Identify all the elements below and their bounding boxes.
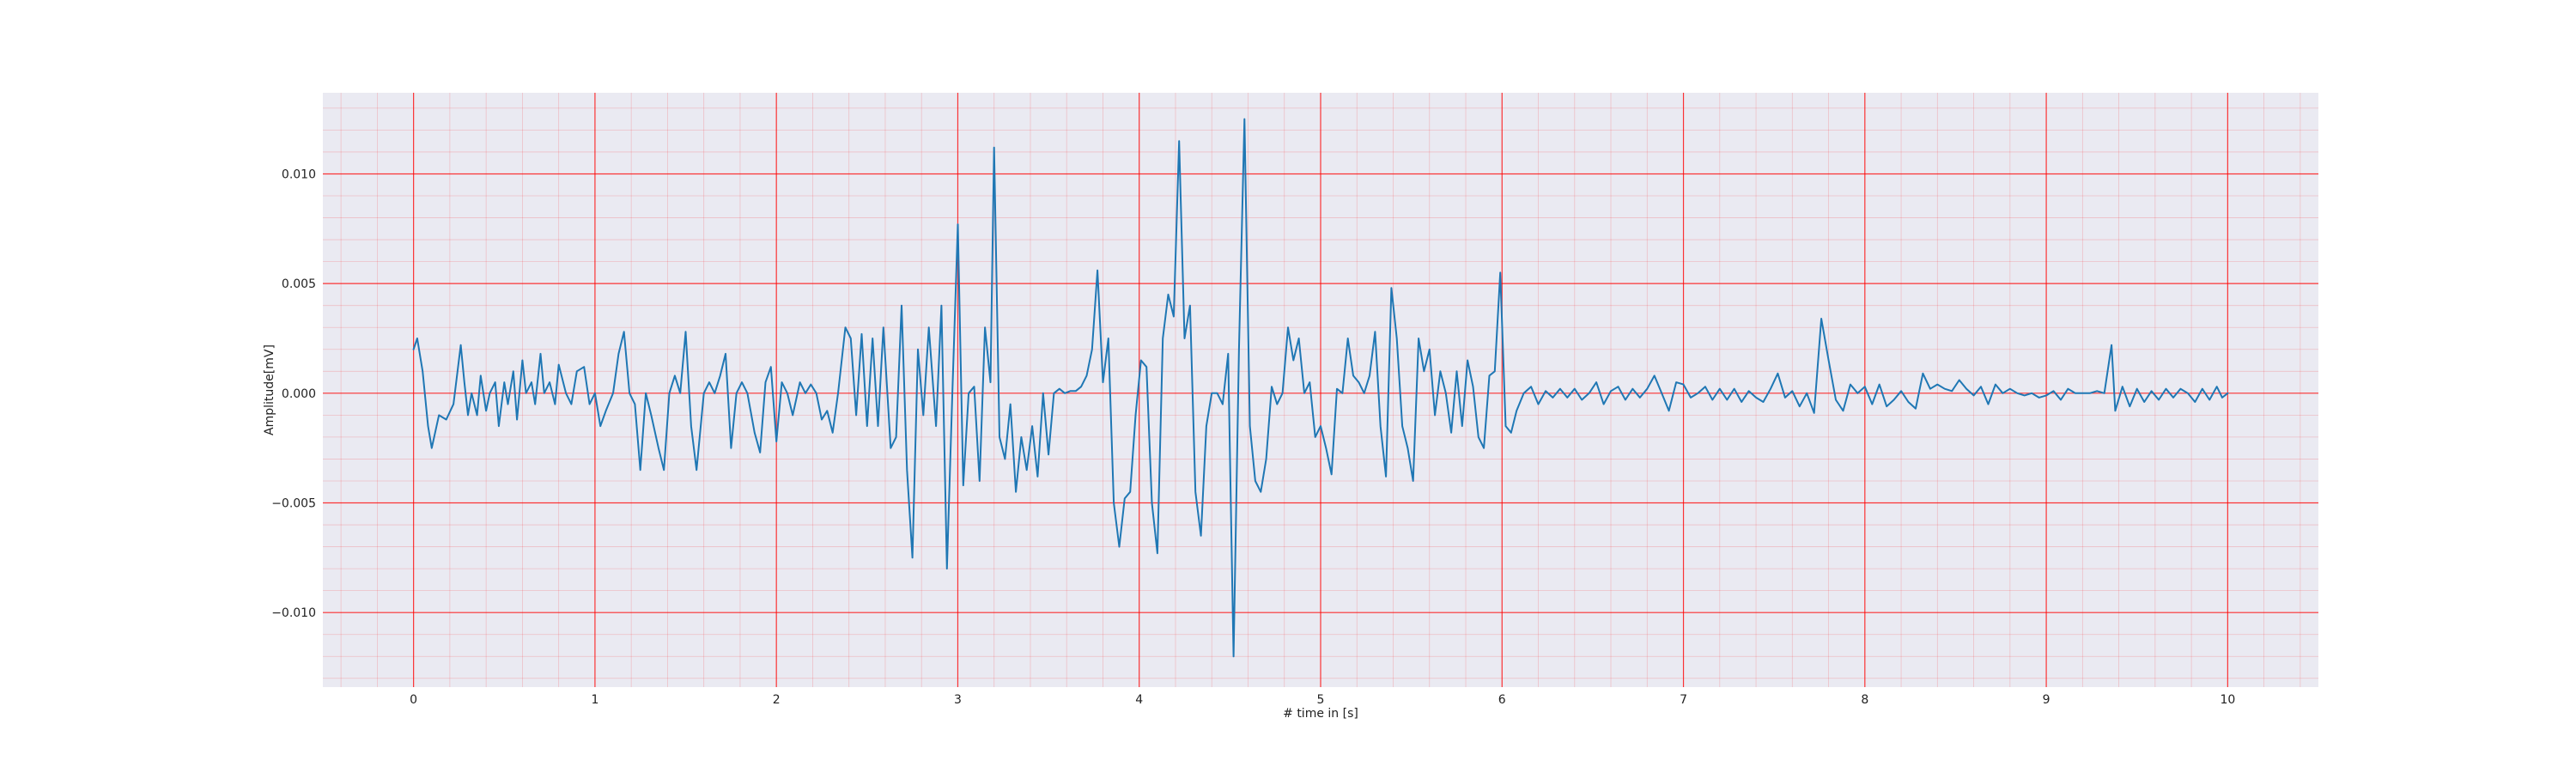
series-layer [412, 118, 2229, 658]
y-tick-label: −0.005 [271, 497, 316, 511]
y-tick-label: 0.010 [282, 167, 316, 181]
y-tick-label: 0.000 [282, 387, 316, 401]
y-tick-label: 0.005 [282, 277, 316, 291]
x-axis-ticks: 0 1 2 3 4 5 6 7 8 9 10 [410, 693, 2235, 707]
x-tick-label: 0 [410, 693, 417, 707]
x-tick-label: 6 [1498, 693, 1506, 707]
x-tick-label: 2 [773, 693, 781, 707]
y-tick-label: −0.010 [271, 606, 316, 620]
x-tick-label: 9 [2043, 693, 2050, 707]
signal-line [412, 118, 2229, 658]
x-tick-label: 10 [2220, 693, 2235, 707]
x-axis-label: # time in [s] [1283, 707, 1358, 721]
x-tick-label: 3 [954, 693, 962, 707]
y-axis-label: Amplitude[mV] [263, 344, 276, 435]
x-tick-label: 5 [1317, 693, 1325, 707]
y-axis-ticks: −0.010 −0.005 0.000 0.005 0.010 [271, 167, 316, 620]
x-tick-label: 1 [591, 693, 598, 707]
x-tick-label: 8 [1861, 693, 1868, 707]
x-tick-label: 4 [1135, 693, 1143, 707]
x-tick-label: 7 [1680, 693, 1687, 707]
major-grid [323, 93, 2318, 687]
